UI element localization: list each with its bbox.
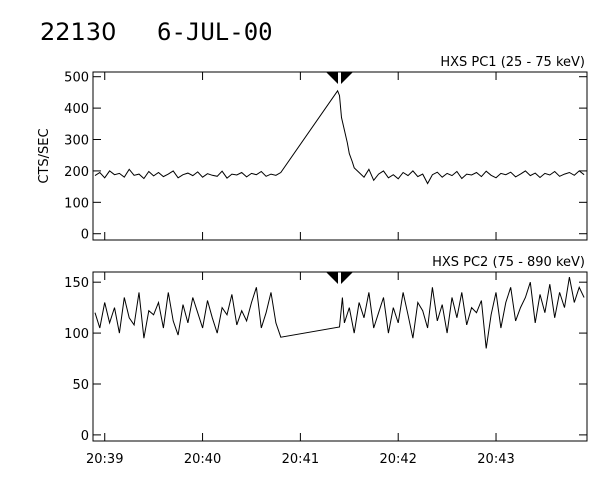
x-tick-label: 20:41 [282,452,319,467]
x-tick-label: 20:39 [86,452,123,467]
marker [341,72,353,84]
plot-frame [92,271,588,442]
panel-title: HXS PC2 (75 - 890 keV) [432,255,585,270]
y-tick-label: 100 [64,196,89,211]
plot-frame [92,71,588,241]
y-tick-label: 500 [64,71,89,86]
y-tick-label: 50 [72,378,89,393]
y-tick-label: 400 [64,102,89,117]
marker [326,272,338,284]
chart-title: 22130 [40,18,116,46]
y-tick-label: 150 [64,276,89,291]
data-line [94,277,585,349]
y-tick-label: 0 [81,228,89,243]
data-line [94,89,585,185]
marker [341,272,353,284]
x-tick-label: 20:40 [184,452,221,467]
marker [326,72,338,84]
x-tick-label: 20:43 [477,452,514,467]
y-tick-label: 0 [81,429,89,444]
y-axis-label: CTS/SEC [37,128,52,183]
chart-subtitle: 6-JUL-00 [157,18,273,46]
y-tick-label: 200 [64,165,89,180]
panel-title: HXS PC1 (25 - 75 keV) [440,55,585,70]
y-tick-label: 100 [64,327,89,342]
y-tick-label: 300 [64,134,89,149]
x-tick-label: 20:42 [379,452,416,467]
